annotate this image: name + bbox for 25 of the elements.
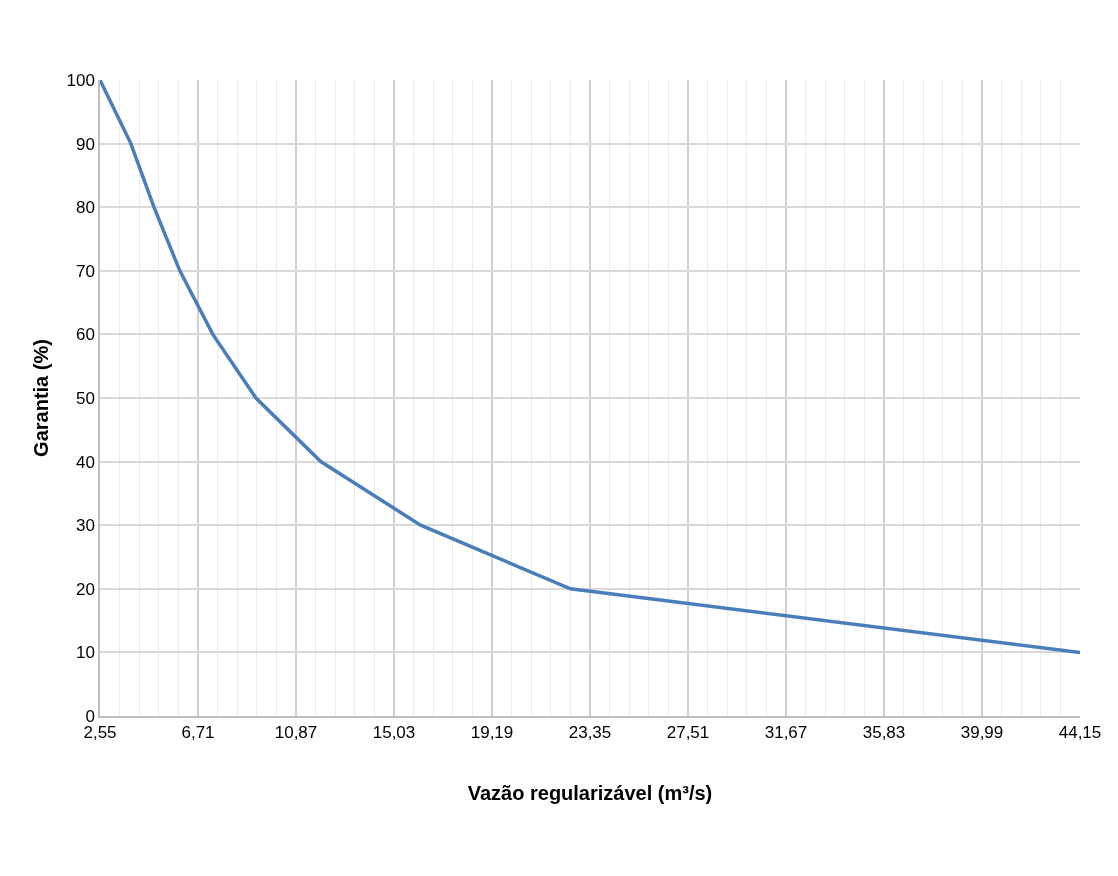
x-tick-label: 19,19 — [470, 723, 514, 743]
x-tick-label: 2,55 — [83, 723, 117, 743]
x-tick-label: 10,87 — [274, 723, 318, 743]
y-tick-label: 60 — [75, 325, 95, 345]
x-tick-label: 44,15 — [1058, 723, 1102, 743]
x-axis-title: Vazão regularizável (m³/s) — [467, 782, 713, 805]
x-tick-label: 35,83 — [862, 723, 906, 743]
line-series — [100, 80, 1080, 655]
y-axis-title: Garantia (%) — [30, 339, 53, 457]
y-tick-label: 50 — [75, 388, 95, 408]
x-tick-label: 39,99 — [960, 723, 1004, 743]
y-tick-label: 10 — [75, 643, 95, 663]
x-tick-label: 6,71 — [181, 723, 215, 743]
x-tick-label: 15,03 — [372, 723, 416, 743]
y-tick-label: 40 — [75, 452, 95, 472]
y-tick-label: 70 — [75, 261, 95, 281]
y-tick-label: 100 — [66, 70, 95, 90]
y-tick-label: 20 — [75, 579, 95, 599]
x-tick-label: 31,67 — [764, 723, 808, 743]
y-tick-label: 80 — [75, 198, 95, 218]
y-tick-label: 30 — [75, 516, 95, 536]
y-tick-label: 90 — [75, 134, 95, 154]
x-tick-label: 27,51 — [666, 723, 710, 743]
x-tick-label: 23,35 — [568, 723, 612, 743]
y-tick-label: 0 — [85, 706, 95, 726]
